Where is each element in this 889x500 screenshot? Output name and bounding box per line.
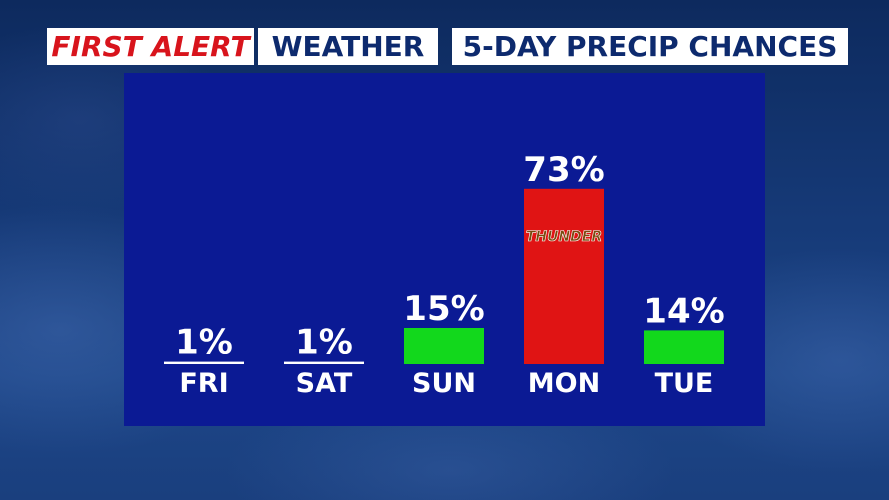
bar-sun [404,328,484,364]
value-label-sat: 1% [295,323,353,363]
title-gap [438,28,452,65]
annotation-thunder: THUNDER [526,229,602,245]
value-label-mon: 73% [523,150,604,190]
bar-mon [524,188,604,364]
title-bar: FIRST ALERT WEATHER 5-DAY PRECIP CHANCES [47,28,848,65]
day-label-sun: SUN [412,368,476,399]
value-label-fri: 1% [175,323,233,363]
value-label-tue: 14% [643,291,724,331]
day-label-tue: TUE [655,368,714,399]
chart-title: 5-DAY PRECIP CHANCES [452,28,848,65]
chart-panel: 1% FRI 1% SAT 15% SUN 73% MON 14% TUE THUNDER [124,73,765,426]
bar-sat [284,361,364,364]
bar-tue [644,330,724,364]
value-label-sun: 15% [403,289,484,329]
precip-bar-chart: 1% FRI 1% SAT 15% SUN 73% MON 14% TUE THUNDER [164,150,725,399]
bar-fri [164,361,244,364]
first-alert-logo: FIRST ALERT [47,28,254,65]
day-label-sat: SAT [296,368,353,399]
day-label-fri: FRI [179,368,228,399]
day-label-mon: MON [528,368,600,399]
weather-label: WEATHER [258,28,438,65]
